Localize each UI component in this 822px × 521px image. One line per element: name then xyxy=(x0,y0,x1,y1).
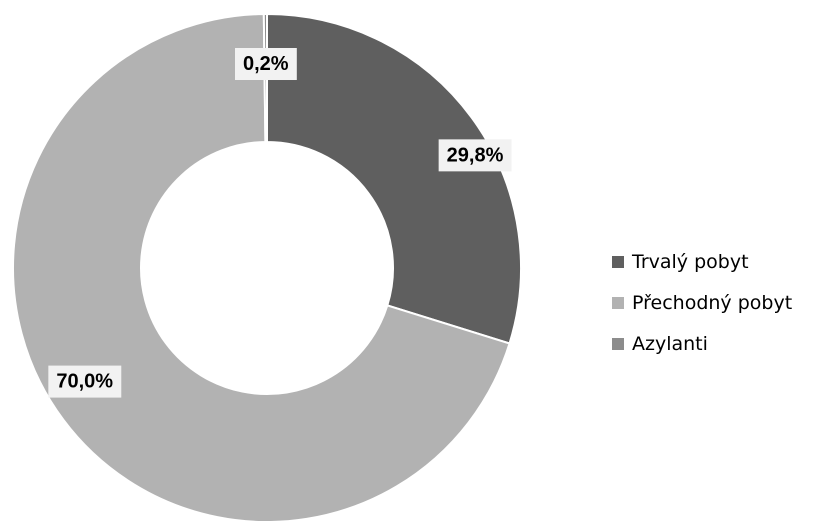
data-label-text: 0,2% xyxy=(243,53,289,75)
legend-label: Trvalý pobyt xyxy=(631,251,749,273)
legend-item-prechodny-pobyt: Přechodný pobyt xyxy=(612,292,792,314)
slice-trvaly-pobyt xyxy=(266,12,522,345)
data-label-prechodny-pobyt: 70,0% xyxy=(48,365,122,398)
data-label-trvaly-pobyt: 29,8% xyxy=(438,139,512,172)
legend: Trvalý pobyt Přechodný pobyt Azylanti xyxy=(612,251,792,355)
data-label-box xyxy=(48,365,122,398)
legend-item-trvaly-pobyt: Trvalý pobyt xyxy=(612,251,749,273)
donut-slices xyxy=(12,12,522,521)
data-label-azylanti: 0,2% xyxy=(235,48,297,81)
data-labels: 29,8% 70,0% 0,2% xyxy=(48,48,512,398)
legend-label: Přechodný pobyt xyxy=(632,292,792,314)
legend-item-azylanti: Azylanti xyxy=(612,333,708,355)
legend-swatch xyxy=(612,297,624,309)
legend-swatch xyxy=(612,256,624,268)
data-label-box xyxy=(438,139,512,172)
legend-label: Azylanti xyxy=(632,333,708,355)
slice-prechodny-pobyt xyxy=(12,13,511,521)
data-label-text: 29,8% xyxy=(447,144,504,166)
legend-swatch xyxy=(612,338,624,350)
data-label-text: 70,0% xyxy=(56,371,113,393)
data-label-box xyxy=(235,48,297,81)
